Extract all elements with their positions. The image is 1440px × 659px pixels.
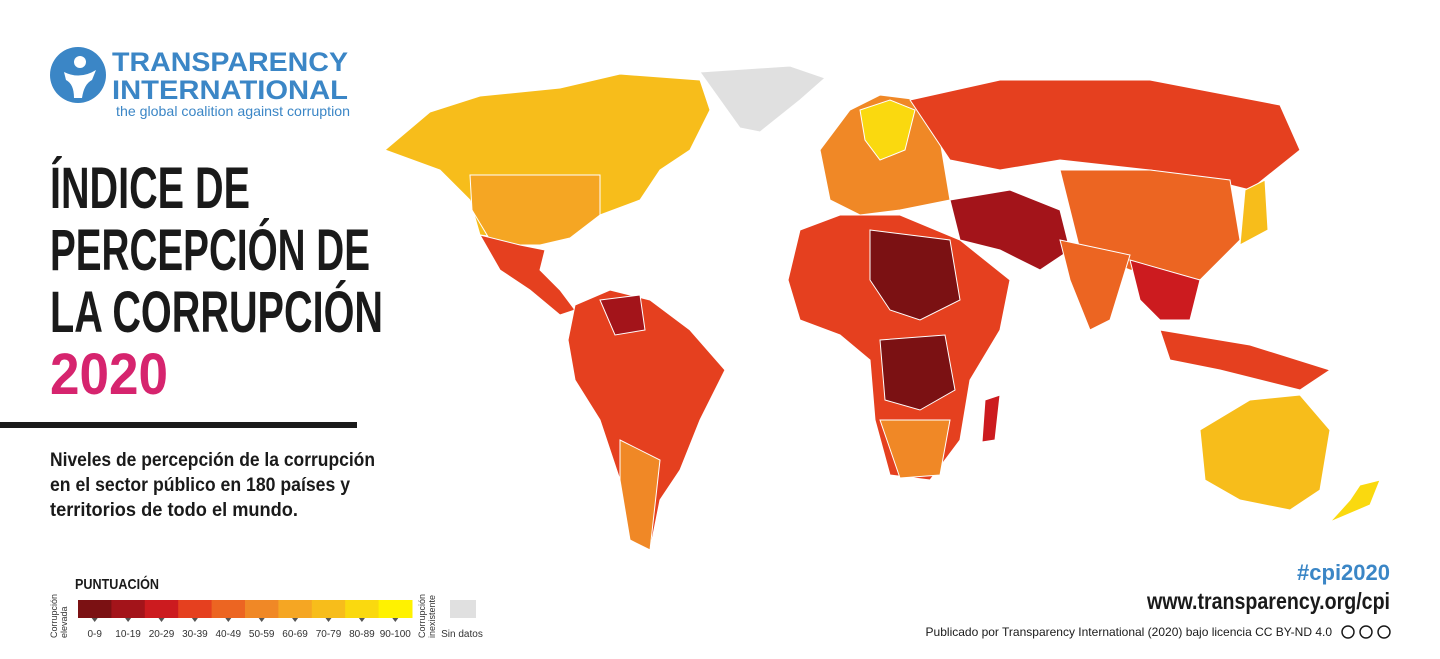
legend-swatch <box>378 600 413 618</box>
title-line: PERCEPCIÓN DE <box>50 218 370 283</box>
legend-swatch <box>311 600 346 618</box>
south-america <box>567 289 726 551</box>
legend-swatch <box>144 600 179 618</box>
legend-bin-label: 30-39 <box>182 629 208 640</box>
legend-swatch <box>245 600 279 618</box>
legend-swatch <box>211 600 246 618</box>
legend-bin-label: 40-49 <box>216 629 242 640</box>
legend-high-label: inexistente <box>427 595 437 638</box>
legend-swatch <box>178 600 213 618</box>
legend-bin-label: 50-59 <box>249 629 275 640</box>
legend-bin-label: 90-100 <box>380 629 412 640</box>
logo-name: INTERNATIONAL <box>112 75 348 105</box>
description-line: en el sector público en 180 países y <box>50 475 350 496</box>
new-zealand <box>1329 479 1381 523</box>
venezuela <box>599 294 646 336</box>
description-line: territorios de todo el mundo. <box>50 500 298 521</box>
central-america <box>478 234 576 316</box>
legend-bin-label: 10-19 <box>115 629 141 640</box>
southern-africa <box>879 419 951 479</box>
legend-bins: 0-9 10-19 20-29 30-39 40-49 50-59 60-69 70-79 80… <box>78 600 413 640</box>
central-africa <box>879 334 956 411</box>
legend-title: PUNTUACIÓN <box>75 575 159 593</box>
logo-figure <box>74 56 86 68</box>
legend-swatch <box>278 600 313 618</box>
japan <box>1239 179 1269 246</box>
scandinavia <box>859 99 916 161</box>
indonesia <box>1159 329 1332 391</box>
legend-tick <box>258 618 265 622</box>
legend-bin-label: 70-79 <box>316 629 342 640</box>
legend-tick <box>125 618 132 622</box>
north-east-africa <box>869 229 961 321</box>
madagascar <box>981 394 1001 443</box>
legend-tick <box>91 618 98 622</box>
description-line: Niveles de percepción de la corrupción <box>50 450 375 471</box>
legend-low-label: elevada <box>59 606 69 638</box>
legend-swatch <box>345 600 380 618</box>
no-data-swatch <box>450 600 476 618</box>
logo-name: TRANSPARENCY <box>112 47 348 77</box>
license: Publicado por Transparency International… <box>926 625 1333 639</box>
logo-icon <box>50 47 106 103</box>
usa <box>469 174 601 246</box>
south-east-asia <box>1129 259 1201 321</box>
legend-swatch <box>78 600 112 618</box>
legend-bin-label: 20-29 <box>149 629 175 640</box>
legend-tick <box>158 618 165 622</box>
legend-low-label: Corrupción <box>49 594 59 638</box>
legend-swatch <box>111 600 146 618</box>
australia <box>1199 394 1331 511</box>
greenland <box>699 65 826 133</box>
legend-bin-label: 80-89 <box>349 629 375 640</box>
legend-tick <box>358 618 365 622</box>
legend-bin-label: 60-69 <box>282 629 308 640</box>
legend-tick <box>191 618 198 622</box>
north-america <box>384 73 711 241</box>
title-line: LA CORRUPCIÓN <box>50 280 383 345</box>
url: www.transparency.org/cpi <box>1146 588 1390 614</box>
hashtag: #cpi2020 <box>1297 560 1390 585</box>
world-map <box>384 65 1381 551</box>
middle-east <box>949 189 1071 271</box>
divider <box>0 422 357 428</box>
title-line: ÍNDICE DE <box>50 156 250 221</box>
legend-high-label: Corrupción <box>417 594 427 638</box>
logo-tagline: the global coalition against corruption <box>116 103 350 119</box>
legend-tick <box>392 618 399 622</box>
legend-tick <box>325 618 332 622</box>
legend-tick <box>225 618 232 622</box>
license-icons <box>1341 625 1391 639</box>
legend-tick <box>292 618 299 622</box>
title-year: 2020 <box>50 342 168 407</box>
legend-bin-label: 0-9 <box>87 629 102 640</box>
india <box>1059 239 1131 331</box>
argentina <box>619 439 661 551</box>
logo-figure <box>64 70 96 98</box>
no-data-label: Sin datos <box>441 629 483 640</box>
